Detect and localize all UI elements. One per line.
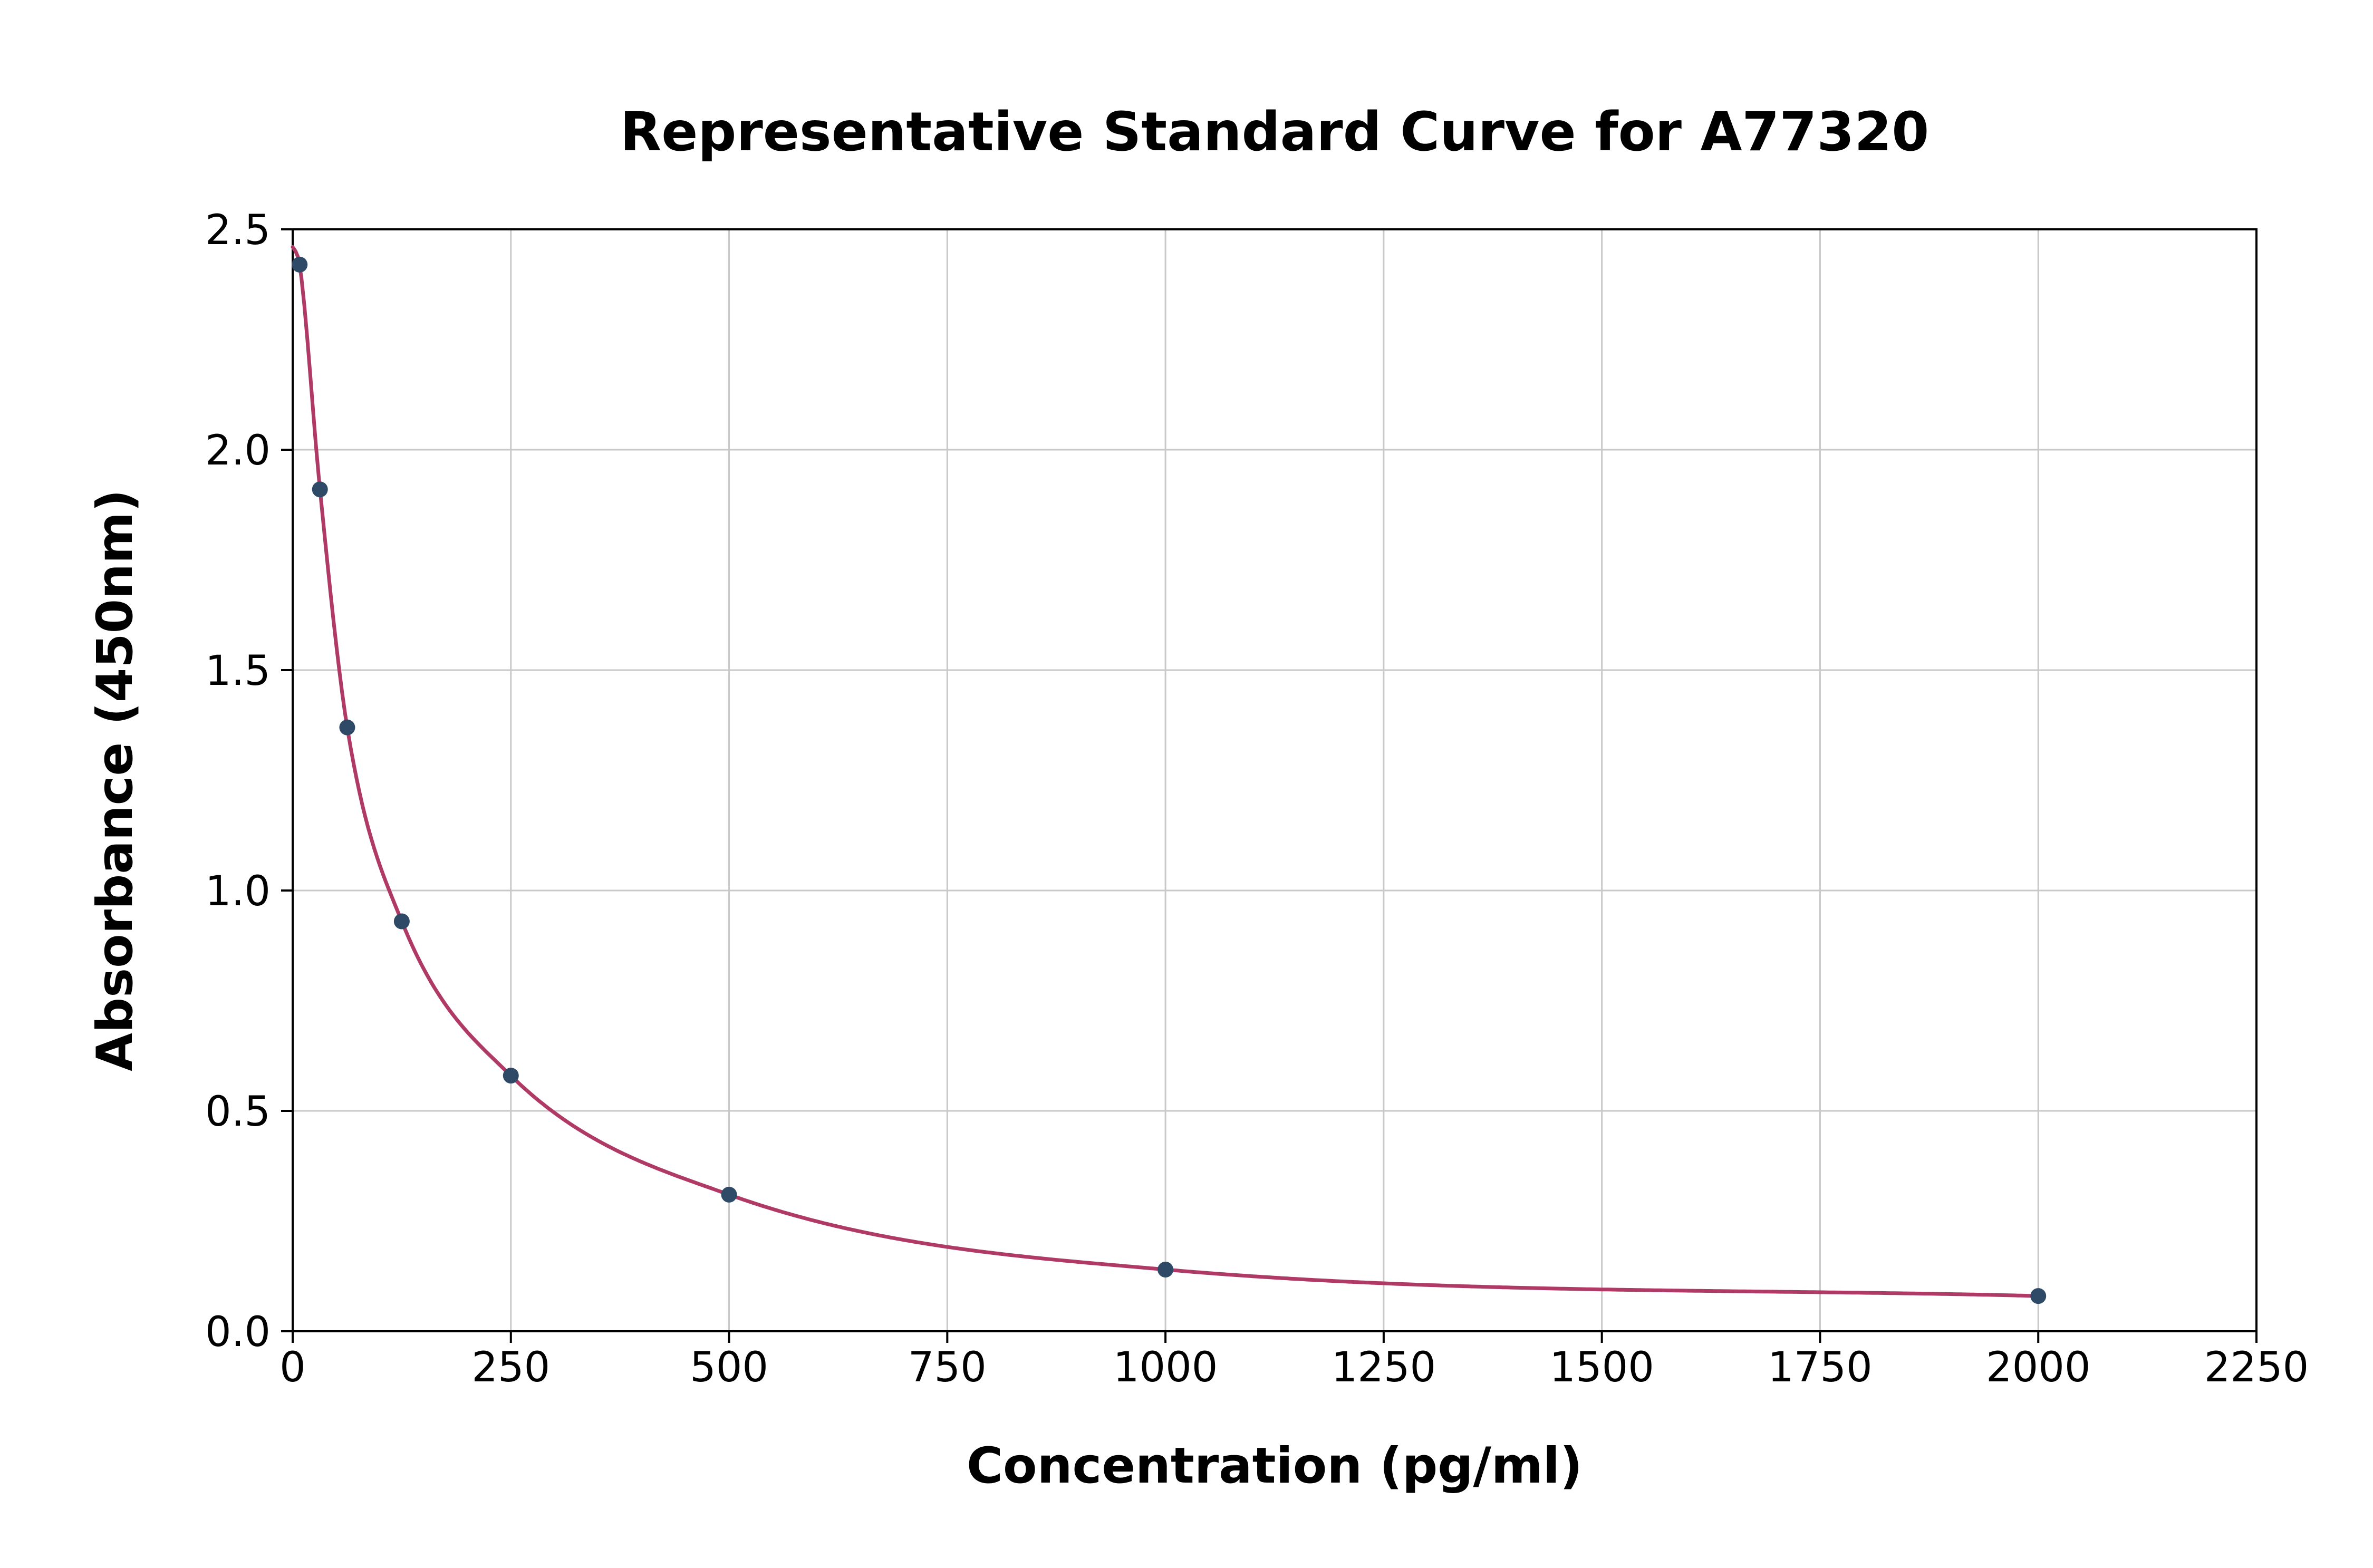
x-axis-label: Concentration (pg/ml) — [967, 1437, 1583, 1495]
x-tick-label: 500 — [690, 1344, 768, 1391]
y-tick-label: 0.0 — [205, 1309, 271, 1356]
y-tick-label: 1.5 — [205, 647, 271, 695]
data-point — [1157, 1261, 1174, 1277]
x-tick-label: 2250 — [2204, 1344, 2309, 1391]
x-tick-label: 1750 — [1768, 1344, 1873, 1391]
data-point — [339, 719, 355, 735]
data-point — [2030, 1288, 2047, 1304]
x-tick-label: 2000 — [1986, 1344, 2091, 1391]
y-tick-label: 0.5 — [205, 1088, 271, 1136]
y-tick-label: 2.0 — [205, 427, 271, 475]
x-tick-label: 1500 — [1549, 1344, 1654, 1391]
data-point — [721, 1186, 737, 1203]
x-tick-label: 1250 — [1332, 1344, 1436, 1391]
x-tick-label: 250 — [471, 1344, 550, 1391]
chart-title: Representative Standard Curve for A77320 — [620, 101, 1930, 163]
y-tick-label: 1.0 — [205, 868, 271, 915]
data-point — [312, 481, 328, 498]
x-tick-label: 1000 — [1113, 1344, 1218, 1391]
y-axis-label: Absorbance (450nm) — [86, 489, 144, 1071]
data-point — [503, 1068, 519, 1084]
x-tick-label: 750 — [908, 1344, 987, 1391]
x-tick-label: 0 — [279, 1344, 306, 1391]
y-tick-label: 2.5 — [205, 207, 271, 254]
data-point — [292, 256, 308, 273]
plot-render-layer: 0 250 500 750 1000 1250 1500 1750 2000 2250 0.0 0.5… — [205, 207, 2309, 1391]
data-point — [393, 913, 410, 930]
